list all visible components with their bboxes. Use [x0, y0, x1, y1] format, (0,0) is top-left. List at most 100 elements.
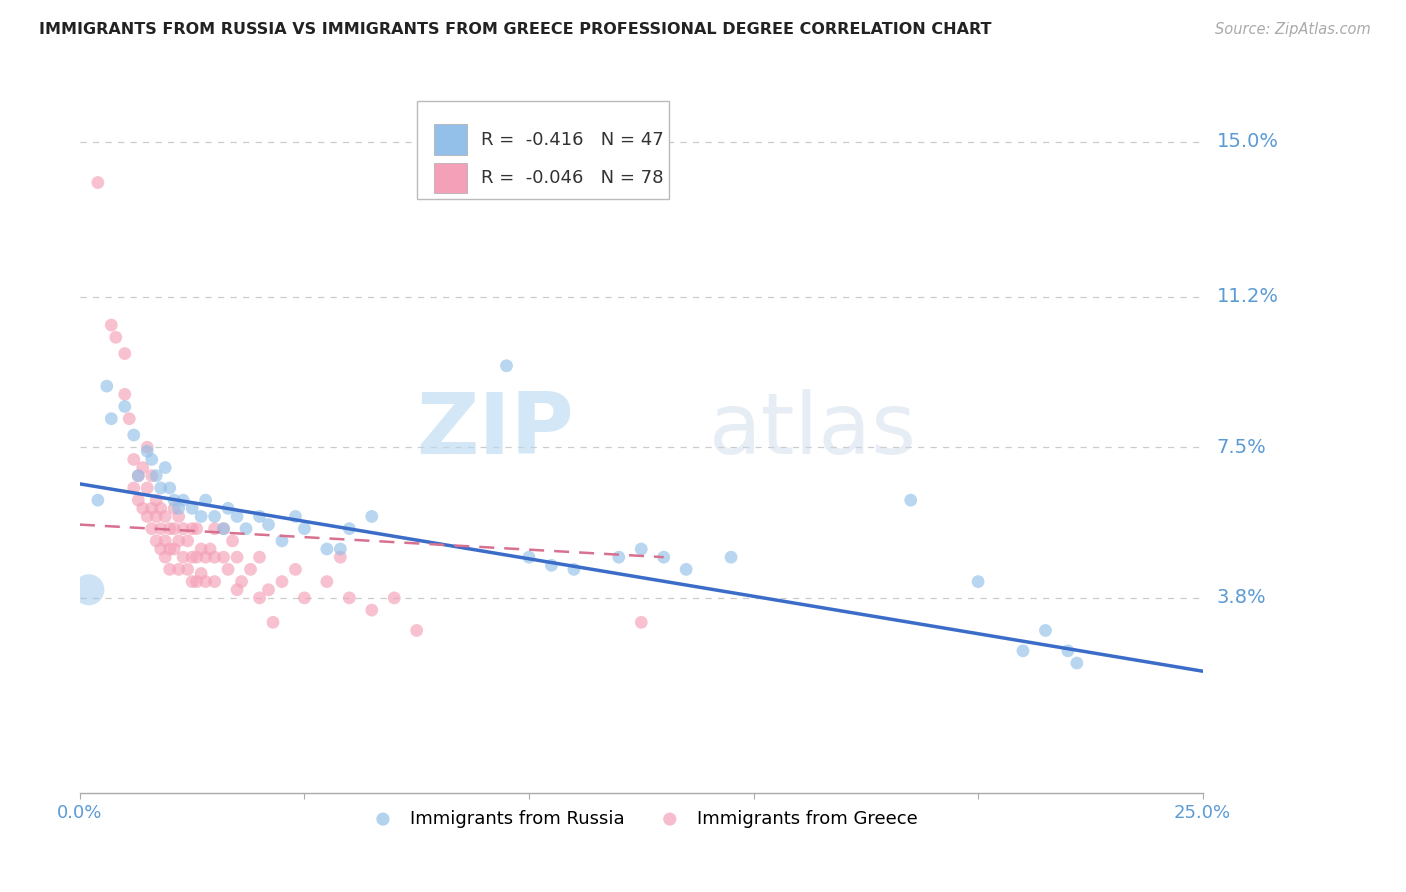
Point: [181, 550, 204, 565]
Point: [360, 509, 382, 524]
Point: [141, 452, 163, 467]
Point: [149, 541, 172, 556]
Point: [186, 550, 208, 565]
Point: [159, 562, 181, 576]
Point: [145, 493, 167, 508]
Point: [132, 501, 155, 516]
Point: [329, 550, 352, 565]
Point: [149, 501, 172, 516]
Point: [190, 509, 212, 524]
Point: [153, 509, 176, 524]
Point: [122, 452, 145, 467]
Point: [337, 522, 360, 536]
Point: [194, 574, 217, 589]
Point: [127, 493, 149, 508]
Point: [159, 522, 181, 536]
Point: [114, 387, 136, 401]
Point: [136, 440, 159, 454]
Point: [315, 541, 337, 556]
Text: IMMIGRANTS FROM RUSSIA VS IMMIGRANTS FROM GREECE PROFESSIONAL DEGREE CORRELATION: IMMIGRANTS FROM RUSSIA VS IMMIGRANTS FRO…: [39, 22, 991, 37]
Point: [517, 550, 540, 565]
Text: ZIP: ZIP: [416, 390, 574, 473]
Point: [1035, 624, 1057, 638]
Point: [217, 501, 239, 516]
Point: [96, 379, 118, 393]
Point: [720, 550, 742, 565]
Point: [212, 550, 235, 565]
Bar: [416, 101, 669, 199]
Bar: [433, 124, 467, 155]
Point: [360, 603, 382, 617]
Point: [204, 509, 226, 524]
Point: [562, 562, 585, 576]
Point: [167, 509, 190, 524]
Text: 15.0%: 15.0%: [1216, 132, 1278, 152]
Point: [204, 574, 226, 589]
Point: [176, 533, 198, 548]
Text: R =  -0.416   N = 47: R = -0.416 N = 47: [481, 130, 664, 149]
Point: [294, 522, 316, 536]
Point: [122, 481, 145, 495]
Point: [1057, 644, 1080, 658]
Text: R =  -0.046   N = 78: R = -0.046 N = 78: [481, 169, 664, 187]
Point: [204, 550, 226, 565]
Point: [284, 509, 307, 524]
Point: [172, 522, 194, 536]
Point: [194, 493, 217, 508]
Point: [967, 574, 990, 589]
Point: [149, 481, 172, 495]
Point: [249, 550, 271, 565]
Point: [181, 574, 204, 589]
Point: [257, 517, 280, 532]
Point: [217, 562, 239, 576]
Point: [190, 541, 212, 556]
Point: [167, 562, 190, 576]
Point: [167, 533, 190, 548]
Point: [900, 493, 922, 508]
Point: [226, 550, 249, 565]
Point: [153, 460, 176, 475]
Point: [249, 509, 271, 524]
Point: [127, 468, 149, 483]
Point: [145, 509, 167, 524]
Point: [249, 591, 271, 605]
Text: 7.5%: 7.5%: [1216, 438, 1267, 457]
Point: [159, 541, 181, 556]
Point: [163, 541, 186, 556]
Text: Source: ZipAtlas.com: Source: ZipAtlas.com: [1215, 22, 1371, 37]
Point: [167, 501, 190, 516]
Point: [262, 615, 284, 630]
Point: [136, 481, 159, 495]
Point: [87, 176, 110, 190]
Point: [315, 574, 337, 589]
Point: [405, 624, 427, 638]
Point: [136, 444, 159, 458]
Point: [77, 582, 100, 597]
Point: [540, 558, 562, 573]
Point: [630, 541, 652, 556]
Point: [257, 582, 280, 597]
Point: [114, 346, 136, 360]
Point: [149, 522, 172, 536]
Point: [630, 615, 652, 630]
Point: [114, 400, 136, 414]
Point: [231, 574, 253, 589]
Point: [87, 493, 110, 508]
Point: [163, 522, 186, 536]
Point: [226, 509, 249, 524]
Point: [159, 481, 181, 495]
Point: [172, 550, 194, 565]
Point: [163, 493, 186, 508]
Point: [329, 541, 352, 556]
Point: [607, 550, 630, 565]
Point: [1066, 656, 1088, 670]
Point: [181, 522, 204, 536]
Point: [204, 522, 226, 536]
Point: [122, 428, 145, 442]
Point: [127, 468, 149, 483]
Point: [382, 591, 405, 605]
Point: [294, 591, 316, 605]
Point: [190, 566, 212, 581]
Point: [141, 501, 163, 516]
Point: [198, 541, 221, 556]
